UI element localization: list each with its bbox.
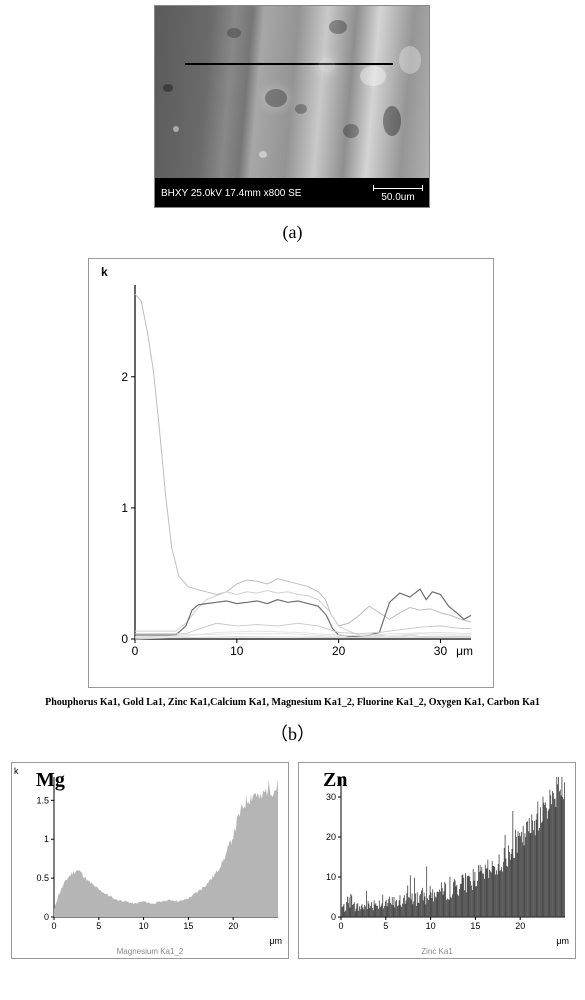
panel-a-label: (a) — [0, 222, 585, 243]
zn-plot-svg: 0 10 20 30 0 5 10 15 20 — [323, 773, 567, 935]
mg-area-chart: k Mg 00.511.505101520 μm Magnesium Ka1_2 — [11, 762, 289, 959]
svg-text:20: 20 — [332, 644, 346, 658]
svg-text:10: 10 — [230, 644, 244, 658]
svg-text:μm: μm — [456, 644, 473, 658]
y-axis-title: k — [101, 265, 108, 279]
zn-subcaption: Zinc Ka1 — [299, 947, 575, 956]
sem-info-bar: BHXY 25.0kV 17.4mm x800 SE 50.0um — [155, 178, 429, 208]
svg-text:0: 0 — [331, 912, 336, 922]
svg-text:0: 0 — [132, 644, 139, 658]
svg-text:20: 20 — [515, 921, 525, 931]
svg-text:1.5: 1.5 — [36, 795, 49, 805]
svg-text:15: 15 — [183, 921, 193, 931]
zn-x-unit: μm — [556, 936, 569, 946]
mg-plot-svg: 0 0.5 1 1.5 0 5 10 15 20 — [36, 773, 280, 935]
eds-linescan-chart: k 0120102030μm — [88, 258, 494, 688]
sem-micrograph-panel: BHXY 25.0kV 17.4mm x800 SE 50.0um — [154, 5, 430, 208]
scalebar-value: 50.0um — [381, 192, 414, 203]
zn-bar-chart: Zn 010203005101520 μm Zinc Ka1 — [298, 762, 576, 959]
svg-text:0.5: 0.5 — [36, 873, 49, 883]
svg-text:10: 10 — [326, 872, 336, 882]
svg-text:1: 1 — [121, 501, 128, 515]
svg-text:30: 30 — [326, 792, 336, 802]
mg-subcaption: Magnesium Ka1_2 — [12, 947, 288, 956]
svg-text:30: 30 — [434, 644, 448, 658]
scalebar-line-icon — [373, 185, 423, 191]
svg-text:1: 1 — [44, 834, 49, 844]
svg-text:0: 0 — [121, 632, 128, 646]
sem-scalebar: 50.0um — [373, 185, 423, 203]
svg-text:5: 5 — [96, 921, 101, 931]
svg-text:2: 2 — [121, 370, 128, 384]
svg-text:15: 15 — [470, 921, 480, 931]
svg-text:20: 20 — [326, 832, 336, 842]
linescan-elements-caption: Phouphorus Ka1, Gold La1, Zinc Ka1,Calci… — [40, 697, 545, 708]
mg-y-unit: k — [14, 766, 19, 776]
svg-text:5: 5 — [383, 921, 388, 931]
linescan-plot-svg: 0120102030μm — [117, 279, 477, 667]
svg-text:0: 0 — [51, 921, 56, 931]
mg-x-unit: μm — [269, 936, 282, 946]
eds-linescan-marker — [185, 63, 393, 65]
svg-text:10: 10 — [139, 921, 149, 931]
sem-image — [155, 6, 429, 178]
svg-text:20: 20 — [228, 921, 238, 931]
svg-text:0: 0 — [44, 912, 49, 922]
sem-metadata-text: BHXY 25.0kV 17.4mm x800 SE — [161, 188, 301, 199]
svg-text:0: 0 — [338, 921, 343, 931]
svg-text:10: 10 — [426, 921, 436, 931]
panel-b-label: （b） — [0, 720, 585, 746]
